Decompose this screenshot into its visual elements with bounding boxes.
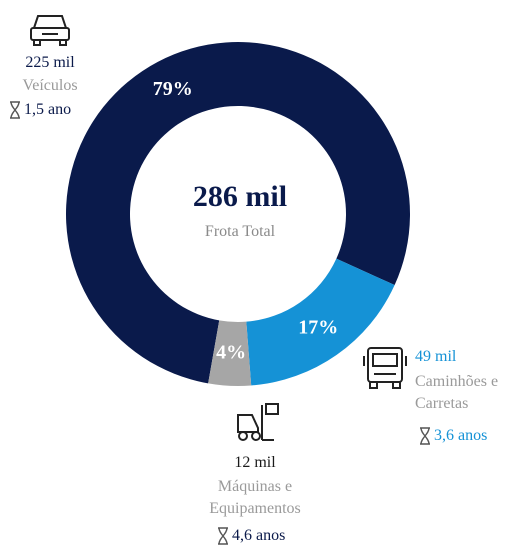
fleet-count: 49 mil	[415, 348, 457, 365]
category-name: Veículos	[22, 77, 78, 94]
age-row: 3,6 anos	[418, 425, 487, 447]
fleet-count: 225 mil	[25, 54, 75, 71]
hourglass-icon	[420, 427, 430, 445]
value-label: 79%	[153, 78, 193, 100]
average-age: 1,5 ano	[24, 101, 72, 118]
category-name: Caminhões e Carretas	[415, 373, 499, 412]
donut-segment	[246, 258, 395, 386]
donut-segment	[66, 42, 410, 384]
value-label: 4%	[216, 341, 246, 363]
center-title: 286 mil	[193, 180, 287, 213]
donut-segment	[208, 320, 252, 387]
forklift-icon	[237, 403, 279, 441]
age-row: 4,6 anos	[216, 525, 285, 547]
car-icon	[30, 15, 70, 46]
fleet-count: 12 mil	[234, 454, 276, 471]
value-label: 17%	[298, 316, 338, 338]
average-age: 3,6 anos	[434, 427, 488, 444]
average-age: 4,6 anos	[232, 527, 286, 544]
category-name: Máquinas e Equipamentos	[209, 478, 301, 517]
hourglass-icon	[10, 101, 20, 119]
center-subtitle: Frota Total	[205, 223, 276, 240]
hourglass-icon	[218, 527, 228, 545]
truck-icon	[363, 347, 407, 389]
age-row: 1,5 ano	[8, 99, 71, 121]
